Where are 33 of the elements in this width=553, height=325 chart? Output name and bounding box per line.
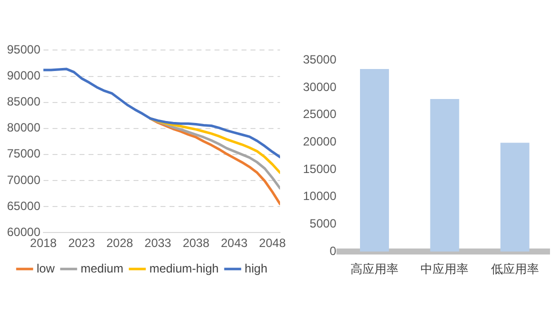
x-tick-label: 2048 [259, 236, 286, 250]
y-tick-label: 25000 [302, 107, 337, 122]
y-tick-label: 85000 [6, 94, 41, 109]
x-tick-label: 2028 [106, 236, 134, 250]
x-tick-label: 2038 [182, 236, 210, 250]
y-tick-label: 15000 [302, 162, 337, 176]
y-tick-label: 90000 [6, 68, 41, 83]
legend-label: low [36, 261, 55, 276]
x-tick-label: 2023 [68, 236, 96, 250]
legend-label: medium-high [149, 261, 219, 276]
y-tick-label: 80000 [6, 120, 41, 135]
bar [360, 68, 389, 252]
x-tick-label: 高应用率 [350, 262, 398, 276]
x-tick-label: 中应用率 [420, 262, 469, 276]
y-tick-label: 95000 [6, 42, 41, 57]
x-tick-label: 2033 [144, 236, 172, 250]
y-tick-label: 0 [330, 244, 337, 258]
y-tick-label: 65000 [6, 198, 41, 213]
y-tick-label: 75000 [6, 146, 41, 161]
y-tick-label: 70000 [6, 172, 41, 187]
x-tick-label: 低应用率 [490, 262, 539, 276]
x-tick-label: 2018 [30, 236, 58, 250]
y-tick-label: 35000 [302, 52, 337, 67]
y-tick-label: 60000 [6, 224, 41, 239]
y-tick-label: 30000 [302, 80, 337, 94]
bar [500, 142, 530, 252]
y-tick-label: 20000 [302, 134, 337, 149]
x-tick-label: 2043 [220, 236, 248, 250]
legend-label: medium [80, 261, 124, 276]
bar [430, 99, 460, 252]
y-tick-label: 10000 [302, 189, 337, 204]
legend-label: high [244, 261, 268, 276]
y-tick-label: 5000 [310, 216, 337, 231]
